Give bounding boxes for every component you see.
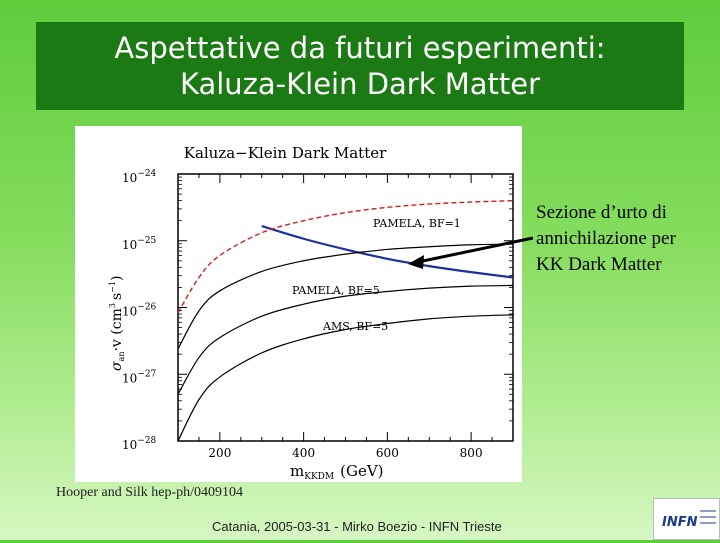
x-axis-label: mKKDM (GeV) <box>290 462 384 482</box>
y-axis-label-sub: an <box>117 352 126 362</box>
x-tick-label: 600 <box>376 446 399 460</box>
series-line-ams_bf5 <box>177 314 514 442</box>
slide-title-line2: Kaluza-Klein Dark Matter <box>179 67 541 101</box>
y-axis-label-rest: ·v (cm <box>109 308 125 351</box>
curve-label-pamela-bf1: PAMELA, BF=1 <box>373 217 461 230</box>
slide-title-box: Aspettative da futuri esperimenti: Kaluz… <box>36 22 684 110</box>
slide-title-line1: Aspettative da futuri esperimenti: <box>114 31 606 65</box>
y-axis-label-close: ) <box>109 276 125 281</box>
y-tick-label: 10−25 <box>122 236 157 252</box>
y-axis-label-sup2: −1 <box>108 281 117 293</box>
tick-marks <box>177 173 514 442</box>
chart-title: Kaluza−Klein Dark Matter <box>184 144 387 162</box>
y-tick-label: 10−26 <box>122 303 157 319</box>
x-axis-label-main: m <box>290 462 304 480</box>
infn-logo-text: INFN <box>662 515 698 530</box>
y-tick-label: 10−27 <box>122 369 157 385</box>
x-axis-label-unit: (GeV) <box>340 462 383 480</box>
series-line-pamela_bf1 <box>177 200 514 314</box>
chart-curves <box>177 200 514 442</box>
y-axis-label-main: σ <box>109 361 125 371</box>
annotation-line1: Sezione d’urto di <box>536 202 667 223</box>
y-axis-label-sup: 3 <box>108 303 117 308</box>
x-axis-label-sub: KKDM <box>304 472 334 482</box>
chart-figure: Kaluza−Klein Dark Matter 10−24 10−25 10−26… <box>75 126 522 482</box>
series-line-kkdm <box>261 225 514 279</box>
y-tick-label: 10−28 <box>122 436 157 452</box>
x-tick-label: 200 <box>208 446 231 460</box>
curve-label-ams-bf5: AMS, BF=5 <box>322 320 388 333</box>
plot-frame <box>177 173 514 442</box>
series-line-pamela_bf5 <box>177 284 514 395</box>
x-tick-labels: 200 400 600 800 <box>208 446 482 460</box>
y-tick-labels: 10−24 10−25 10−26 10−27 10−28 <box>122 169 157 452</box>
chart-svg: Kaluza−Klein Dark Matter 10−24 10−25 10−26… <box>108 144 514 482</box>
infn-logo-icon: INFN <box>662 510 716 530</box>
curve-label-pamela-bf5: PAMELA, BF=5 <box>292 284 380 297</box>
y-axis-label-end: s <box>109 293 125 300</box>
annotation-line2: annichilazione per <box>536 228 676 249</box>
x-tick-label: 800 <box>460 446 483 460</box>
x-tick-label: 400 <box>292 446 315 460</box>
source-credit: Hooper and Silk hep-ph/0409104 <box>56 485 244 500</box>
annotation-text: Sezione d’urto di annichilazione per KK … <box>536 200 716 278</box>
slide-footer: Catania, 2005-03-31 - Mirko Boezio - INF… <box>212 519 502 534</box>
infn-logo: INFN <box>653 498 720 540</box>
annotation-line3: KK Dark Matter <box>536 254 662 275</box>
y-axis-label: σan·v (cm3 s−1) <box>108 276 126 371</box>
y-tick-label: 10−24 <box>122 169 157 185</box>
